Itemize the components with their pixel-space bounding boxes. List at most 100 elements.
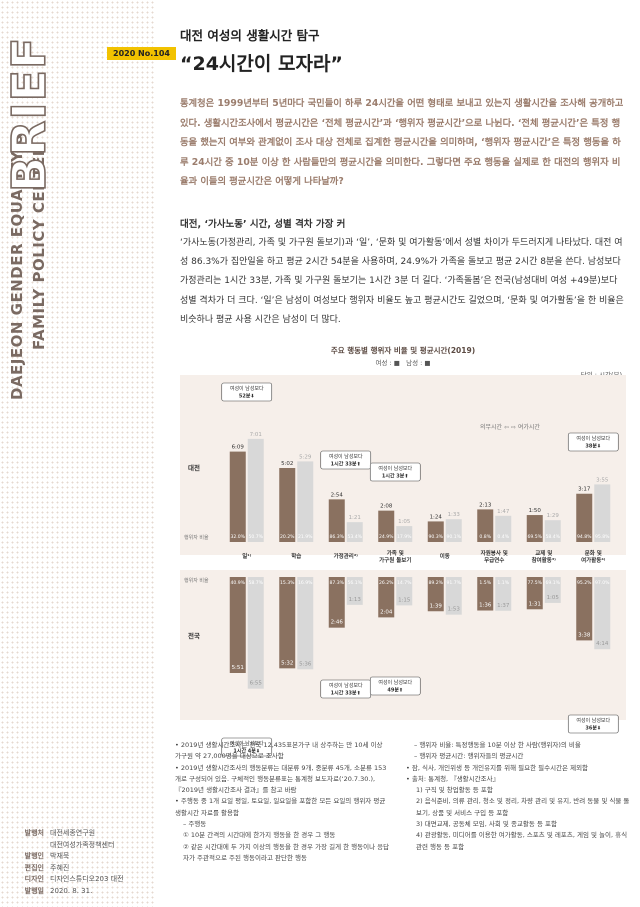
time-label-national-female: 2:04 <box>380 609 393 615</box>
category-label: 여가활동⁴⁾ <box>581 556 606 564</box>
callout-value: 1시간 33분⬆ <box>331 690 361 697</box>
category-label: 일¹⁾ <box>242 552 251 560</box>
footnote: – 행위자 평균시간: 행위자들의 평균시간 <box>414 752 524 761</box>
bar-national-female <box>477 577 494 611</box>
footnote: • 2019년 생활시간조사는 전국 12,435표본가구 내 상주하는 만 1… <box>175 741 383 761</box>
ratio-label-daejeon-male: 95.8% <box>595 534 610 540</box>
bar-daejeon-male <box>594 484 611 542</box>
colophon: 발행처 대전세종연구원 대전여성가족정책센터 발행인 박재묵 편집인 주혜진 디자인 디자인스튜… <box>0 828 155 897</box>
callout-box <box>320 450 372 470</box>
callout-value: 52분⬇ <box>239 394 255 400</box>
ratio-label-national-male: 58.7% <box>248 580 263 586</box>
time-label-national-male: 6:55 <box>250 681 263 687</box>
time-label-daejeon-female: 1:50 <box>529 508 542 514</box>
bar-daejeon-female <box>477 509 494 542</box>
notes-left: • 2019년 생활시간조사는 전국 12,435표본가구 내 상주하는 만 1… <box>175 740 390 864</box>
callout-text: 여성이 남성보다 <box>329 682 363 689</box>
ratio-label-national-male: 1.1% <box>497 580 509 586</box>
ratio-label-daejeon-female: 32.0% <box>230 534 245 540</box>
category-label: 문화 및 <box>585 549 602 557</box>
time-label-daejeon-male: 7:01 <box>250 432 262 438</box>
callout-value: 1시간 4분⬇ <box>233 748 260 755</box>
category-label: 무급연수 <box>484 556 504 564</box>
time-label-daejeon-female: 1:24 <box>430 514 443 520</box>
ratio-label-daejeon-female: 86.3% <box>329 534 344 540</box>
footnote: 2) 음식준비, 의류 관리, 청소 및 정리, 차량 관리 및 유지, 반려 … <box>416 797 630 817</box>
ratio-label-national-male: 14.7% <box>397 580 412 586</box>
category-label: 참여활동³⁾ <box>532 556 557 564</box>
time-label-daejeon-female: 2:13 <box>479 502 492 508</box>
bar-daejeon-male <box>495 515 512 542</box>
ratio-label-national-female: 40.9% <box>230 580 245 586</box>
ratio-label-daejeon: 행위자 비율 <box>184 534 209 541</box>
main-content: 2020 No.104 대전 여성의 생활시간 탐구 “24시간이 모자라” 통… <box>107 0 640 907</box>
time-label-daejeon-male: 1:29 <box>547 513 560 519</box>
row-label-national: 전국 <box>188 631 200 640</box>
time-label-daejeon-female: 3:17 <box>578 487 591 493</box>
footnote: – 주행동 <box>183 820 207 829</box>
ratio-label-national-male: 16.9% <box>298 580 313 586</box>
bar-national-female <box>229 577 246 673</box>
bar-daejeon-male <box>247 438 264 542</box>
sidebar: DAEJEON GENDER EQUALITY & FAMILY POLICY … <box>0 0 155 907</box>
callout-box <box>567 714 619 734</box>
row-label-daejeon: 대전 <box>188 463 200 472</box>
time-label-daejeon-female: 2:08 <box>380 504 393 510</box>
bar-national-male <box>396 577 413 606</box>
ratio-label-daejeon-female: 69.5% <box>527 534 542 540</box>
time-label-daejeon-female: 6:09 <box>232 445 245 451</box>
chart-legend: 여성 : ■ 남성 : ■ <box>180 357 626 367</box>
brief-logo: BRIEF <box>1 36 57 193</box>
bar-daejeon-male <box>396 526 413 542</box>
time-label-daejeon-male: 1:33 <box>448 512 461 518</box>
ratio-label-daejeon-male: 53.4% <box>347 534 362 540</box>
category-label: 학습 <box>291 552 301 560</box>
bar-national-female <box>526 577 543 610</box>
bar-national-male <box>495 577 512 611</box>
colophon-key: 디자인 <box>24 875 44 883</box>
bar-national-female <box>279 577 296 669</box>
ratio-label-national-female: 1.5% <box>479 580 491 586</box>
page-subtitle: 대전 여성의 생활시간 탐구 <box>180 28 320 43</box>
callout-text: 여성이 남성보다 <box>576 717 610 724</box>
colophon-key: 발행인 <box>24 852 44 860</box>
callout-value: 38분⬇ <box>585 444 601 450</box>
colophon-value: 디자인스튜디오203 대전 <box>50 875 124 883</box>
footnote: ② 같은 시간대에 두 가지 이상의 행동을 한 경우 가장 길게 한 행동이나… <box>183 842 390 862</box>
colophon-row: 디자인 디자인스튜디오203 대전 <box>0 874 155 886</box>
issue-badge: 2020 No.104 <box>107 47 176 60</box>
time-label-national-female: 5:51 <box>232 665 244 671</box>
bar-national-male <box>346 577 363 605</box>
callout-box <box>369 462 421 482</box>
callout-value: 1시간 3분⬆ <box>382 473 409 480</box>
bar-national-female <box>576 577 593 641</box>
time-label-daejeon-male: 1:21 <box>349 515 361 521</box>
ratio-label-daejeon-female: 20.2% <box>280 534 295 540</box>
colophon-key <box>0 840 50 852</box>
time-label-daejeon-male: 5:29 <box>299 454 312 460</box>
bar-daejeon-female <box>378 510 395 542</box>
colophon-key: 편집인 <box>24 863 44 872</box>
footnote: • 2019년 생활시간조사의 행동분류는 대분류 9개, 중분류 45개, 소… <box>175 763 387 795</box>
bar-daejeon-female <box>229 451 246 542</box>
bar-daejeon-female <box>279 468 296 542</box>
colophon-key: 발행일 <box>24 886 44 895</box>
footnote: • 잠, 식사, 개인위생 등 개인유지를 위해 필요한 필수시간은 제외함 <box>406 763 589 772</box>
ratio-label-national-male: 56.1% <box>347 580 362 586</box>
ratio-label-daejeon-female: 90.3% <box>428 534 443 540</box>
time-label-daejeon-female: 2:54 <box>331 492 344 498</box>
colophon-value: 대전세종연구원 <box>50 829 96 837</box>
section-body: ‘가사노동(가정관리, 가족 및 가구원 돌보기)과 ‘일’, ‘문화 및 여가… <box>180 238 624 325</box>
footnote: – 행위자 비율: 특정행동을 10분 이상 한 사람(행위자)의 비율 <box>414 741 581 749</box>
ratio-label-national-female: 77.5% <box>527 580 542 586</box>
bar-daejeon-female <box>328 499 345 542</box>
callout-text: 여성이 남성보다 <box>230 740 264 747</box>
time-label-national-female: 2:46 <box>331 620 344 626</box>
time-label-daejeon-male: 1:47 <box>497 509 510 515</box>
ratio-label-daejeon-female: 94.8% <box>577 534 592 540</box>
time-label-national-male: 1:13 <box>349 597 362 603</box>
callout-box <box>567 432 619 452</box>
legend-male: 남성 : ■ <box>406 359 431 367</box>
ratio-label-national-female: 26.2% <box>379 580 394 586</box>
